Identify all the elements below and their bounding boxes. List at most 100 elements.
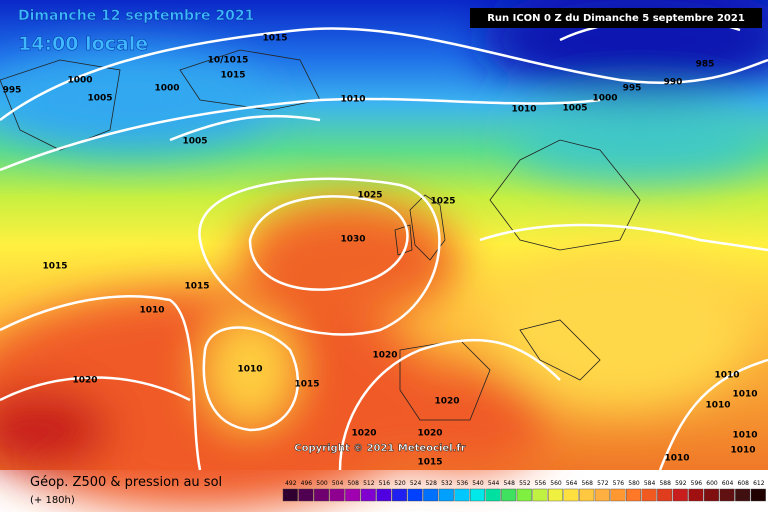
isobar-label: 1020 (351, 429, 376, 439)
legend-label: 508 (347, 480, 359, 487)
legend-swatch (423, 488, 439, 502)
legend-label: 504 (332, 480, 344, 487)
legend-swatch (626, 488, 642, 502)
isobar-label: 995 (3, 86, 22, 96)
legend-label: 548 (503, 480, 515, 487)
footer-title: Géop. Z500 & pression au sol (30, 475, 222, 490)
legend-label: 596 (691, 480, 703, 487)
legend-swatch (532, 488, 548, 502)
legend-swatch (704, 488, 720, 502)
isobar-label: 1005 (562, 104, 587, 114)
legend-swatch (657, 488, 673, 502)
isobar-label: 1020 (72, 376, 97, 386)
isobar-label: 1010 (730, 446, 755, 456)
isobar-label: 1010 (139, 306, 164, 316)
legend-label: 516 (379, 480, 391, 487)
isobar-label: 1020 (417, 429, 442, 439)
legend-label: 556 (535, 480, 547, 487)
legend-label: 576 (613, 480, 625, 487)
legend-label: 612 (753, 480, 765, 487)
legend-swatch (438, 488, 454, 502)
isobar-label: 1020 (372, 351, 397, 361)
legend-swatch (298, 488, 314, 502)
legend-swatch (470, 488, 486, 502)
legend-swatch (329, 488, 345, 502)
legend-label: 544 (488, 480, 500, 487)
legend-label: 572 (597, 480, 609, 487)
legend-label: 532 (441, 480, 453, 487)
isobar-label: 1030 (340, 235, 365, 245)
legend-swatch (672, 488, 688, 502)
isobar-label: 1015 (42, 262, 67, 272)
isobar-label: 995 (623, 84, 642, 94)
legend-swatch (407, 488, 423, 502)
isobar-label: 1015 (220, 71, 245, 81)
isobars (0, 17, 768, 471)
isobar-label: 1015 (262, 34, 287, 44)
time-label: 14:00 locale (18, 33, 148, 55)
legend-swatch (454, 488, 470, 502)
legend-label: 524 (410, 480, 422, 487)
legend-swatch (548, 488, 564, 502)
legend-label: 580 (628, 480, 640, 487)
isobar-label: 1000 (154, 84, 179, 94)
isobar-label: 1025 (430, 197, 455, 207)
run-box (470, 8, 762, 28)
isobar-label: 1015 (294, 380, 319, 390)
legend-label: 564 (566, 480, 578, 487)
legend-label: 500 (316, 480, 328, 487)
legend-swatch (688, 488, 704, 502)
legend-label: 552 (519, 480, 531, 487)
isobar-label: 1010 (664, 454, 689, 464)
date-label: Dimanche 12 septembre 2021 (18, 8, 254, 24)
legend-label: 568 (581, 480, 593, 487)
legend-label: 540 (472, 480, 484, 487)
legend-swatch (392, 488, 408, 502)
legend-swatch (345, 488, 361, 502)
legend-label: 492 (285, 480, 297, 487)
legend-label: 604 (722, 480, 734, 487)
legend-swatch (376, 488, 392, 502)
isobar-label: 985 (696, 60, 715, 70)
legend-label: 584 (644, 480, 656, 487)
isobar-label: 1025 (357, 191, 382, 201)
run-label: Run ICON 0 Z du Dimanche 5 septembre 202… (487, 13, 745, 24)
legend-swatch (735, 488, 751, 502)
legend-swatch (485, 488, 501, 502)
isobar-label: 1010 (732, 390, 757, 400)
isobar-label: 1010 (511, 105, 536, 115)
legend-label: 520 (394, 480, 406, 487)
isobar-label: 1020 (434, 397, 459, 407)
isobar-label: 1010 (714, 371, 739, 381)
legend-swatch (314, 488, 330, 502)
legend-label: 588 (659, 480, 671, 487)
legend-swatch (563, 488, 579, 502)
isobar-label: 1000 (592, 94, 617, 104)
legend-swatch (719, 488, 735, 502)
isobar-label: 1010 (340, 95, 365, 105)
isobar-label: 1010 (732, 431, 757, 441)
legend-swatch (610, 488, 626, 502)
legend-swatch (641, 488, 657, 502)
legend-label: 600 (706, 480, 718, 487)
isobar-label: 10/1015 (208, 56, 249, 66)
legend-swatch (516, 488, 532, 502)
legend-label: 536 (457, 480, 469, 487)
legend-swatch (501, 488, 517, 502)
isobar-label: 1005 (87, 94, 112, 104)
isobar-label: 1015 (184, 282, 209, 292)
legend-label: 608 (737, 480, 749, 487)
isobar-label: 1005 (182, 137, 207, 147)
copyright: Copyright © 2021 Meteociel.fr (294, 443, 465, 454)
isobar-label: 990 (664, 78, 683, 88)
legend-label: 496 (301, 480, 313, 487)
legend-swatch (750, 488, 766, 502)
isobar-label: 1010 (237, 365, 262, 375)
legend-label: 592 (675, 480, 687, 487)
legend-swatch (579, 488, 595, 502)
legend-swatch (594, 488, 610, 502)
isobar-label: 1000 (67, 76, 92, 86)
legend-swatch (282, 488, 298, 502)
